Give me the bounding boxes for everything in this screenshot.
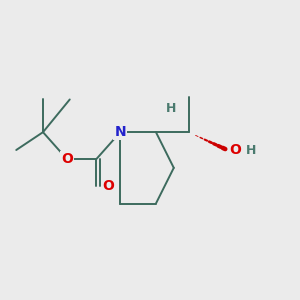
Text: H: H [166, 102, 176, 115]
Text: O: O [103, 179, 114, 193]
Text: O: O [61, 152, 73, 166]
Text: N: N [115, 125, 126, 139]
Text: O: O [229, 143, 241, 157]
Text: H: H [246, 143, 256, 157]
